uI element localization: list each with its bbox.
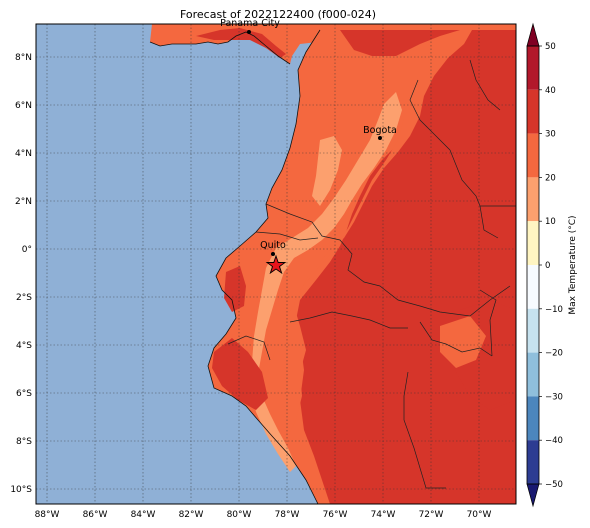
graticule <box>36 24 516 504</box>
lat-tick-label: 10°S <box>10 485 32 495</box>
lat-tick-label: 8°S <box>16 437 32 447</box>
lon-axis: 88°W 86°W 84°W 82°W 80°W 78°W 76°W 74°W … <box>35 510 492 520</box>
andes-mild-zone <box>260 30 472 440</box>
colorbar-cell <box>527 440 539 484</box>
lon-tick-label: 82°W <box>179 510 204 520</box>
colorbar-tick-label: −20 <box>545 349 563 359</box>
city-label-quito: Quito <box>260 240 286 251</box>
figure-title: Forecast of 2022122400 (f000-024) <box>180 8 376 21</box>
city-label-bogota: Bogota <box>363 125 397 136</box>
peru-coast-hot <box>212 338 268 410</box>
colorbar-over-arrow <box>526 22 540 47</box>
colorbar: 50 40 30 20 10 0 −10 −20 −30 −40 −50 Max Temperatu… <box>526 22 578 508</box>
lat-tick-label: 2°N <box>15 197 32 207</box>
colorbar-tick-label: 40 <box>545 86 556 96</box>
lon-tick-label: 72°W <box>419 510 444 520</box>
colorbar-tick-label: −50 <box>545 480 563 490</box>
lon-tick-label: 76°W <box>323 510 348 520</box>
lon-tick-label: 88°W <box>35 510 60 520</box>
colorbar-tick-label: −10 <box>545 305 563 315</box>
city-bogota: Bogota <box>363 125 397 140</box>
colorbar-cell <box>527 46 539 90</box>
colorbar-tick-label: 30 <box>545 130 556 140</box>
colorbar-tick-label: 0 <box>545 261 550 271</box>
map-frame <box>35 23 517 505</box>
city-dot <box>271 252 275 256</box>
city-dot <box>378 136 382 140</box>
lat-tick-label: 6°N <box>15 101 32 111</box>
city-quito: Quito <box>260 240 286 256</box>
colorbar-tick-label: −40 <box>545 436 563 446</box>
colorbar-under-arrow <box>526 483 540 508</box>
star-marker <box>265 254 287 275</box>
city-panama: Panama City <box>220 18 280 34</box>
city-label-panama: Panama City <box>220 18 280 29</box>
lat-tick-label: 6°S <box>16 389 32 399</box>
colorbar-cell <box>527 89 539 134</box>
country-borders <box>227 59 516 489</box>
lon-tick-label: 86°W <box>83 510 108 520</box>
lat-tick-label: 8°N <box>15 53 32 63</box>
lat-tick-label: 4°S <box>16 341 32 351</box>
ecuador-coast-hot <box>224 266 246 312</box>
colorbar-cell <box>527 221 539 265</box>
lon-tick-label: 84°W <box>131 510 156 520</box>
city-dot <box>247 30 251 34</box>
colorbar-tick-label: 10 <box>545 217 556 227</box>
colorbar-cell <box>527 396 539 441</box>
lat-tick-label: 0° <box>22 245 32 255</box>
lat-tick-label: 2°S <box>16 293 32 303</box>
colorbar-tick-label: 50 <box>545 42 556 52</box>
highland-cool-zone <box>250 92 402 472</box>
colorbar-cell <box>527 177 539 222</box>
colorbar-tick-label: 20 <box>545 173 556 183</box>
colorbar-label: Max Temperature (°C) <box>568 215 578 314</box>
colorbar-cell <box>527 308 539 353</box>
central-america-warm <box>196 28 286 58</box>
coastal-cool-patch <box>312 136 342 206</box>
lon-tick-label: 78°W <box>275 510 300 520</box>
central-america-land <box>150 24 516 64</box>
southeast-mild-patch <box>440 316 486 368</box>
colorbar-cell <box>527 265 539 309</box>
colorbar-cell <box>527 133 539 178</box>
lon-tick-label: 74°W <box>371 510 396 520</box>
interior-hot-zone <box>296 30 516 504</box>
colorbar-cell <box>527 352 539 397</box>
lon-tick-label: 80°W <box>227 510 252 520</box>
lat-axis: 8°N 6°N 4°N 2°N 0° 2°S 4°S 6°S 8°S 10°S <box>10 53 32 495</box>
lon-tick-label: 70°W <box>467 510 492 520</box>
lat-tick-label: 4°N <box>15 149 32 159</box>
coastline <box>149 29 321 504</box>
colorbar-tick-label: −30 <box>545 392 563 402</box>
